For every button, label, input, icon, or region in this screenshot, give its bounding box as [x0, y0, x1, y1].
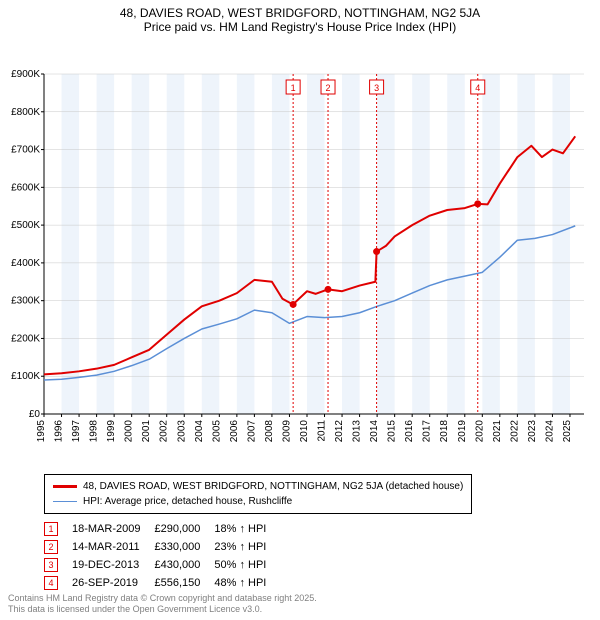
svg-text:2021: 2021 [492, 420, 503, 443]
svg-text:£400K: £400K [11, 258, 40, 269]
svg-text:2005: 2005 [211, 420, 222, 443]
svg-text:2004: 2004 [194, 420, 205, 443]
event-marker-icon: 2 [44, 540, 58, 554]
footer-line: This data is licensed under the Open Gov… [8, 604, 317, 616]
svg-text:2014: 2014 [369, 420, 380, 443]
legend-item: 48, DAVIES ROAD, WEST BRIDGFORD, NOTTING… [53, 479, 463, 494]
svg-text:2013: 2013 [352, 420, 363, 443]
svg-text:2008: 2008 [264, 420, 275, 443]
event-marker-icon: 3 [44, 558, 58, 572]
svg-text:2023: 2023 [527, 420, 538, 443]
legend: 48, DAVIES ROAD, WEST BRIDGFORD, NOTTING… [44, 474, 472, 514]
svg-text:2025: 2025 [562, 420, 573, 443]
event-row: 3 19-DEC-2013£430,00050% ↑ HPI [44, 556, 280, 574]
svg-text:2012: 2012 [334, 420, 345, 443]
svg-text:2015: 2015 [387, 420, 398, 443]
event-date: 26-SEP-2019 [72, 574, 154, 592]
svg-text:2019: 2019 [457, 420, 468, 443]
event-date: 14-MAR-2011 [72, 538, 154, 556]
chart-title: 48, DAVIES ROAD, WEST BRIDGFORD, NOTTING… [0, 0, 600, 20]
svg-text:2010: 2010 [299, 420, 310, 443]
svg-text:2024: 2024 [544, 420, 555, 443]
svg-text:2022: 2022 [509, 420, 520, 443]
svg-text:£600K: £600K [11, 182, 40, 193]
footer-line: Contains HM Land Registry data © Crown c… [8, 593, 317, 605]
event-row: 1 18-MAR-2009£290,00018% ↑ HPI [44, 520, 280, 538]
svg-text:2006: 2006 [229, 420, 240, 443]
svg-text:£100K: £100K [11, 371, 40, 382]
footer-attribution: Contains HM Land Registry data © Crown c… [8, 593, 317, 616]
svg-text:3: 3 [374, 83, 379, 93]
chart-svg: £0 £100K £200K £300K £400K £500K £600K £700K £80… [0, 38, 600, 458]
event-marker-icon: 1 [44, 522, 58, 536]
svg-text:2003: 2003 [176, 420, 187, 443]
event-price: £290,000 [154, 520, 214, 538]
event-delta: 23% ↑ HPI [214, 538, 280, 556]
event-table: 1 18-MAR-2009£290,00018% ↑ HPI 2 14-MAR-201… [44, 520, 280, 592]
svg-text:1996: 1996 [54, 420, 65, 443]
event-marker-icon: 4 [44, 576, 58, 590]
svg-text:2002: 2002 [159, 420, 170, 443]
event-row: 2 14-MAR-2011£330,00023% ↑ HPI [44, 538, 280, 556]
svg-text:4: 4 [475, 83, 480, 93]
event-price: £556,150 [154, 574, 214, 592]
event-date: 18-MAR-2009 [72, 520, 154, 538]
svg-text:1999: 1999 [106, 420, 117, 443]
event-delta: 50% ↑ HPI [214, 556, 280, 574]
svg-text:2009: 2009 [281, 420, 292, 443]
event-price: £430,000 [154, 556, 214, 574]
svg-text:2: 2 [326, 83, 331, 93]
chart-container: 48, DAVIES ROAD, WEST BRIDGFORD, NOTTING… [0, 0, 600, 620]
svg-text:2016: 2016 [404, 420, 415, 443]
svg-text:1995: 1995 [36, 420, 47, 443]
svg-text:£700K: £700K [11, 145, 40, 156]
svg-text:2011: 2011 [317, 420, 328, 442]
chart-plot-area: £0 £100K £200K £300K £400K £500K £600K £700K £80… [0, 38, 600, 458]
legend-swatch [53, 501, 77, 503]
legend-item: HPI: Average price, detached house, Rush… [53, 494, 463, 509]
svg-text:£300K: £300K [11, 296, 40, 307]
svg-text:1997: 1997 [71, 420, 82, 443]
event-price: £330,000 [154, 538, 214, 556]
svg-text:2020: 2020 [474, 420, 485, 443]
svg-text:£800K: £800K [11, 107, 40, 118]
event-delta: 18% ↑ HPI [214, 520, 280, 538]
svg-text:£900K: £900K [11, 69, 40, 80]
svg-text:2000: 2000 [124, 420, 135, 443]
svg-text:2018: 2018 [439, 420, 450, 443]
svg-text:2007: 2007 [246, 420, 257, 443]
svg-text:£0: £0 [29, 409, 41, 420]
svg-text:£500K: £500K [11, 220, 40, 231]
chart-subtitle: Price paid vs. HM Land Registry's House … [0, 20, 600, 38]
event-date: 19-DEC-2013 [72, 556, 154, 574]
svg-text:£200K: £200K [11, 333, 40, 344]
legend-label: 48, DAVIES ROAD, WEST BRIDGFORD, NOTTING… [83, 479, 463, 494]
svg-text:1998: 1998 [89, 420, 100, 443]
svg-text:1: 1 [291, 83, 296, 93]
legend-label: HPI: Average price, detached house, Rush… [83, 494, 292, 509]
svg-text:2001: 2001 [141, 420, 152, 443]
legend-swatch [53, 485, 77, 488]
event-row: 4 26-SEP-2019£556,15048% ↑ HPI [44, 574, 280, 592]
event-delta: 48% ↑ HPI [214, 574, 280, 592]
svg-text:2017: 2017 [422, 420, 433, 443]
